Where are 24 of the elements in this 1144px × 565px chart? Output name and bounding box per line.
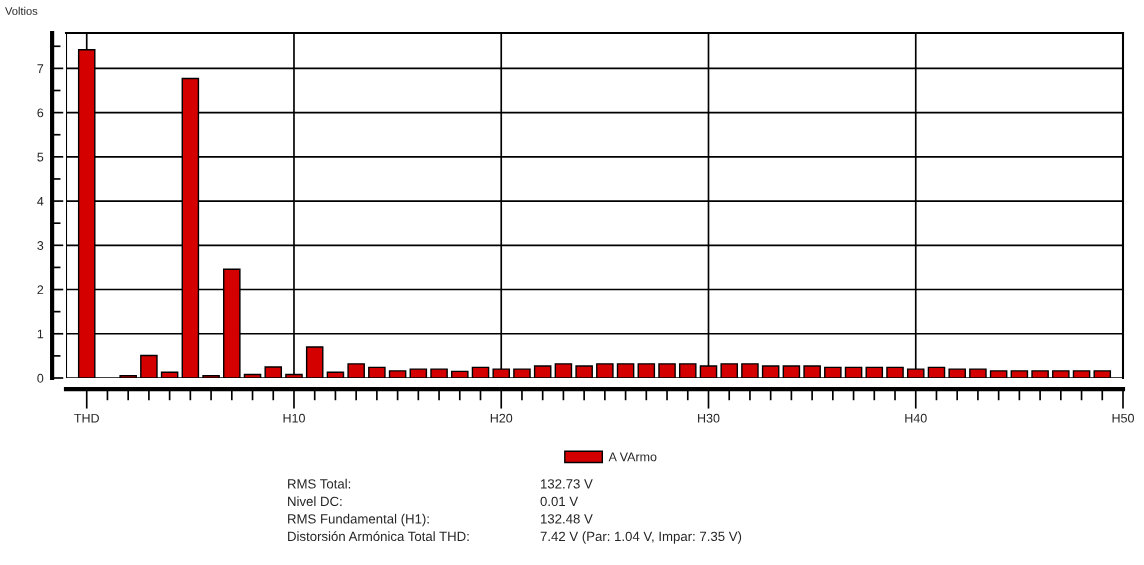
x-tick-label: H50: [1112, 413, 1134, 423]
text: 132.48 V: [541, 514, 593, 524]
x-tick-label: H40: [905, 413, 927, 423]
text: Distorsión Armónica Total THD:: [288, 531, 469, 542]
x-tick-label: H20: [490, 413, 513, 423]
text: 132.73 V: [541, 479, 593, 489]
y-tick-label: 3: [37, 241, 44, 250]
x-tick-label: H30: [698, 413, 720, 423]
y-axis-title: Voltios: [5, 6, 38, 15]
x-tick-label: THD: [74, 413, 99, 423]
text: Nivel DC:: [288, 496, 342, 507]
text: 7.42 V (Par: 1.04 V, Impar: 7.35 V): [540, 531, 742, 544]
text: RMS Total:: [288, 478, 351, 489]
y-tick-label: 7: [37, 64, 44, 73]
legend-label: A VArmo: [608, 452, 657, 462]
x-tick-label: H10: [283, 413, 305, 423]
y-tick-label: 0: [37, 373, 44, 383]
text: 0.01 V: [540, 496, 579, 507]
y-tick-label: 6: [37, 108, 44, 118]
y-tick-label: 2: [37, 285, 44, 295]
y-tick-label: 1: [37, 329, 44, 339]
y-tick-label: 4: [37, 197, 44, 206]
text: RMS Fundamental (H1):: [288, 513, 429, 527]
y-tick-label: 5: [37, 152, 44, 162]
